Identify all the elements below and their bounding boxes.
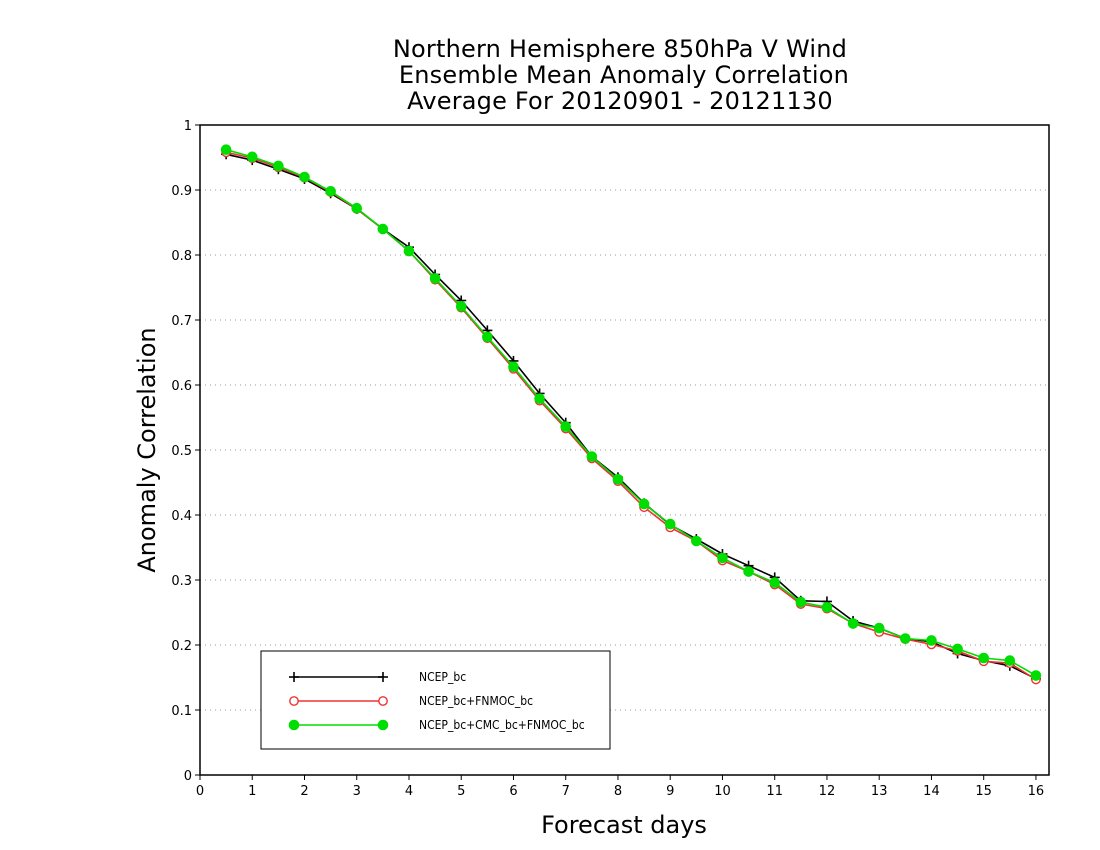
title-line-2: Ensemble Mean Anomaly Correlation — [398, 61, 850, 89]
data-point — [769, 577, 781, 588]
x-tick-label: 15 — [975, 784, 992, 799]
y-tick-label: 1 — [184, 119, 192, 134]
data-point — [952, 643, 963, 655]
data-point — [325, 186, 336, 197]
series-2 — [220, 144, 1042, 681]
y-tick-label: 0.6 — [171, 379, 192, 394]
data-point — [482, 331, 493, 343]
data-point — [717, 552, 728, 564]
grid-lines — [200, 189, 1049, 711]
y-tick-label: 0.9 — [171, 184, 192, 199]
data-point — [455, 301, 467, 312]
data-point — [612, 473, 624, 485]
y-tick-label: 0.3 — [171, 574, 192, 589]
tick-labels: 00.10.20.30.40.50.60.70.80.910 1 2 3 4 5 6 7 8 9 1… — [171, 119, 1044, 799]
data-point — [508, 361, 519, 373]
legend-marker — [289, 672, 299, 682]
y-tick-label: 0.5 — [171, 444, 192, 459]
y-tick-label: 0.4 — [171, 509, 192, 524]
x-tick-label: 9 — [666, 784, 674, 799]
data-point — [900, 633, 911, 644]
legend-marker — [378, 672, 388, 682]
data-point — [220, 144, 232, 155]
x-tick-label: 6 — [509, 784, 517, 799]
data-point — [821, 602, 833, 613]
data-point — [795, 596, 807, 608]
series-0 — [221, 149, 1041, 684]
data-point — [873, 622, 885, 634]
legend-marker — [377, 719, 389, 731]
legend-marker — [288, 719, 300, 731]
x-tick-label: 10 — [714, 784, 731, 799]
data-point — [847, 618, 859, 629]
legend-label: NCEP_bc — [419, 670, 466, 684]
legend-marker — [289, 696, 299, 706]
data-point — [1030, 670, 1042, 681]
legend-marker — [378, 696, 388, 706]
legend-box — [260, 650, 611, 750]
data-point — [403, 245, 415, 257]
data-point — [377, 223, 389, 235]
x-tick-label: 0 — [196, 784, 204, 799]
x-tick-label: 7 — [562, 784, 570, 799]
title-line-3: Average For 20120901 - 20121130 — [407, 87, 833, 115]
series-1 — [221, 147, 1041, 685]
y-tick-label: 0.1 — [171, 704, 192, 719]
data-point — [743, 566, 754, 577]
data-point — [638, 498, 650, 510]
legend: NCEP_bc NCEP_bc+FNMOC_bc NCEP_bc+CMC_bc+FN… — [260, 650, 611, 750]
plot-frame — [199, 124, 1050, 776]
y-tick-label: 0.7 — [171, 314, 192, 329]
x-tick-label: 1 — [248, 784, 256, 799]
x-tick-label: 11 — [766, 784, 783, 799]
x-tick-label: 3 — [353, 784, 361, 799]
x-tick-label: 14 — [923, 784, 940, 799]
data-point — [246, 151, 258, 163]
series-layer — [220, 144, 1042, 685]
data-point — [534, 393, 545, 404]
data-point — [691, 535, 702, 547]
y-tick-label: 0.8 — [171, 249, 192, 264]
x-tick-label: 13 — [871, 784, 888, 799]
legend-label: NCEP_bc+CMC_bc+FNMOC_bc — [419, 718, 585, 732]
x-axis-label: Forecast days — [541, 811, 707, 839]
x-tick-label: 8 — [614, 784, 622, 799]
x-tick-label: 2 — [300, 784, 308, 799]
y-axis-label: Anomaly Correlation — [133, 327, 161, 572]
x-tick-label: 4 — [405, 784, 413, 799]
data-point — [978, 652, 989, 664]
series-line — [225, 151, 1037, 681]
y-tick-label: 0.2 — [171, 639, 192, 654]
data-point — [664, 518, 676, 530]
x-tick-label: 12 — [819, 784, 836, 799]
series-line — [225, 153, 1037, 680]
data-point — [351, 202, 363, 214]
legend-label: NCEP_bc+FNMOC_bc — [419, 694, 533, 708]
data-point — [299, 171, 310, 183]
x-tick-label: 16 — [1028, 784, 1045, 799]
data-point — [429, 273, 441, 284]
data-point — [586, 451, 598, 462]
title-line-1: Northern Hemisphere 850hPa V Wind — [392, 35, 848, 63]
data-point — [1004, 655, 1016, 666]
data-point — [926, 635, 937, 646]
series-line — [225, 148, 1037, 677]
chart-title: Northern Hemisphere 850hPa V Wind Ensemb… — [300, 36, 940, 114]
axes — [195, 124, 1050, 780]
y-tick-label: 0 — [184, 769, 192, 784]
data-point — [273, 160, 284, 172]
data-point — [560, 421, 572, 432]
x-tick-label: 5 — [457, 784, 465, 799]
